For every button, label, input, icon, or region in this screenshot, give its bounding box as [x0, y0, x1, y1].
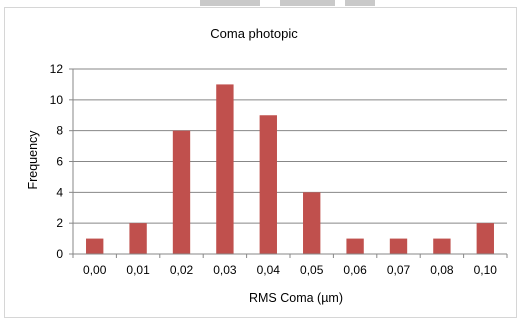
y-tick-label: 0 — [56, 247, 63, 261]
x-tick-label: 0,05 — [300, 263, 324, 277]
x-tick-label: 0,10 — [474, 263, 498, 277]
bar — [433, 238, 451, 254]
bar — [389, 238, 408, 254]
top-strip — [0, 0, 522, 8]
y-tick-label: 6 — [56, 155, 63, 169]
bars — [86, 84, 494, 255]
chart-area — [4, 7, 517, 318]
x-tick-label: 0,07 — [387, 263, 411, 277]
y-tick-label: 10 — [50, 93, 64, 107]
y-tick-label: 2 — [56, 216, 63, 230]
x-tick-label: 0,04 — [257, 263, 281, 277]
bar — [86, 238, 104, 254]
bar — [346, 238, 364, 254]
y-axis-label: Frequency — [26, 130, 40, 190]
x-tick-labels: 0,00 0,01 0,02 0,03 0,04 0,05 0,06 0,07 0,08 0,10 — [83, 263, 497, 277]
y-tick-label: 12 — [50, 62, 64, 76]
x-tick-label: 0,03 — [213, 263, 237, 277]
y-tick-labels: 0 2 4 6 8 10 12 — [50, 62, 64, 261]
x-tick-label: 0,01 — [126, 263, 150, 277]
gridlines — [69, 68, 508, 258]
bar — [172, 130, 191, 254]
x-tick-label: 0,02 — [170, 263, 194, 277]
bar — [129, 223, 147, 254]
x-tick-label: 0,06 — [343, 263, 367, 277]
x-tick-label: 0,08 — [430, 263, 454, 277]
y-tick-label: 4 — [56, 185, 63, 199]
x-axis-label: RMS Coma (µm) — [249, 291, 343, 305]
bar — [303, 192, 321, 254]
chart-title: Coma photopic — [210, 26, 298, 41]
y-tick-label: 8 — [56, 124, 63, 138]
x-tick-label: 0,00 — [83, 263, 107, 277]
bar — [216, 84, 234, 255]
bar — [259, 115, 277, 254]
bar — [476, 223, 494, 254]
